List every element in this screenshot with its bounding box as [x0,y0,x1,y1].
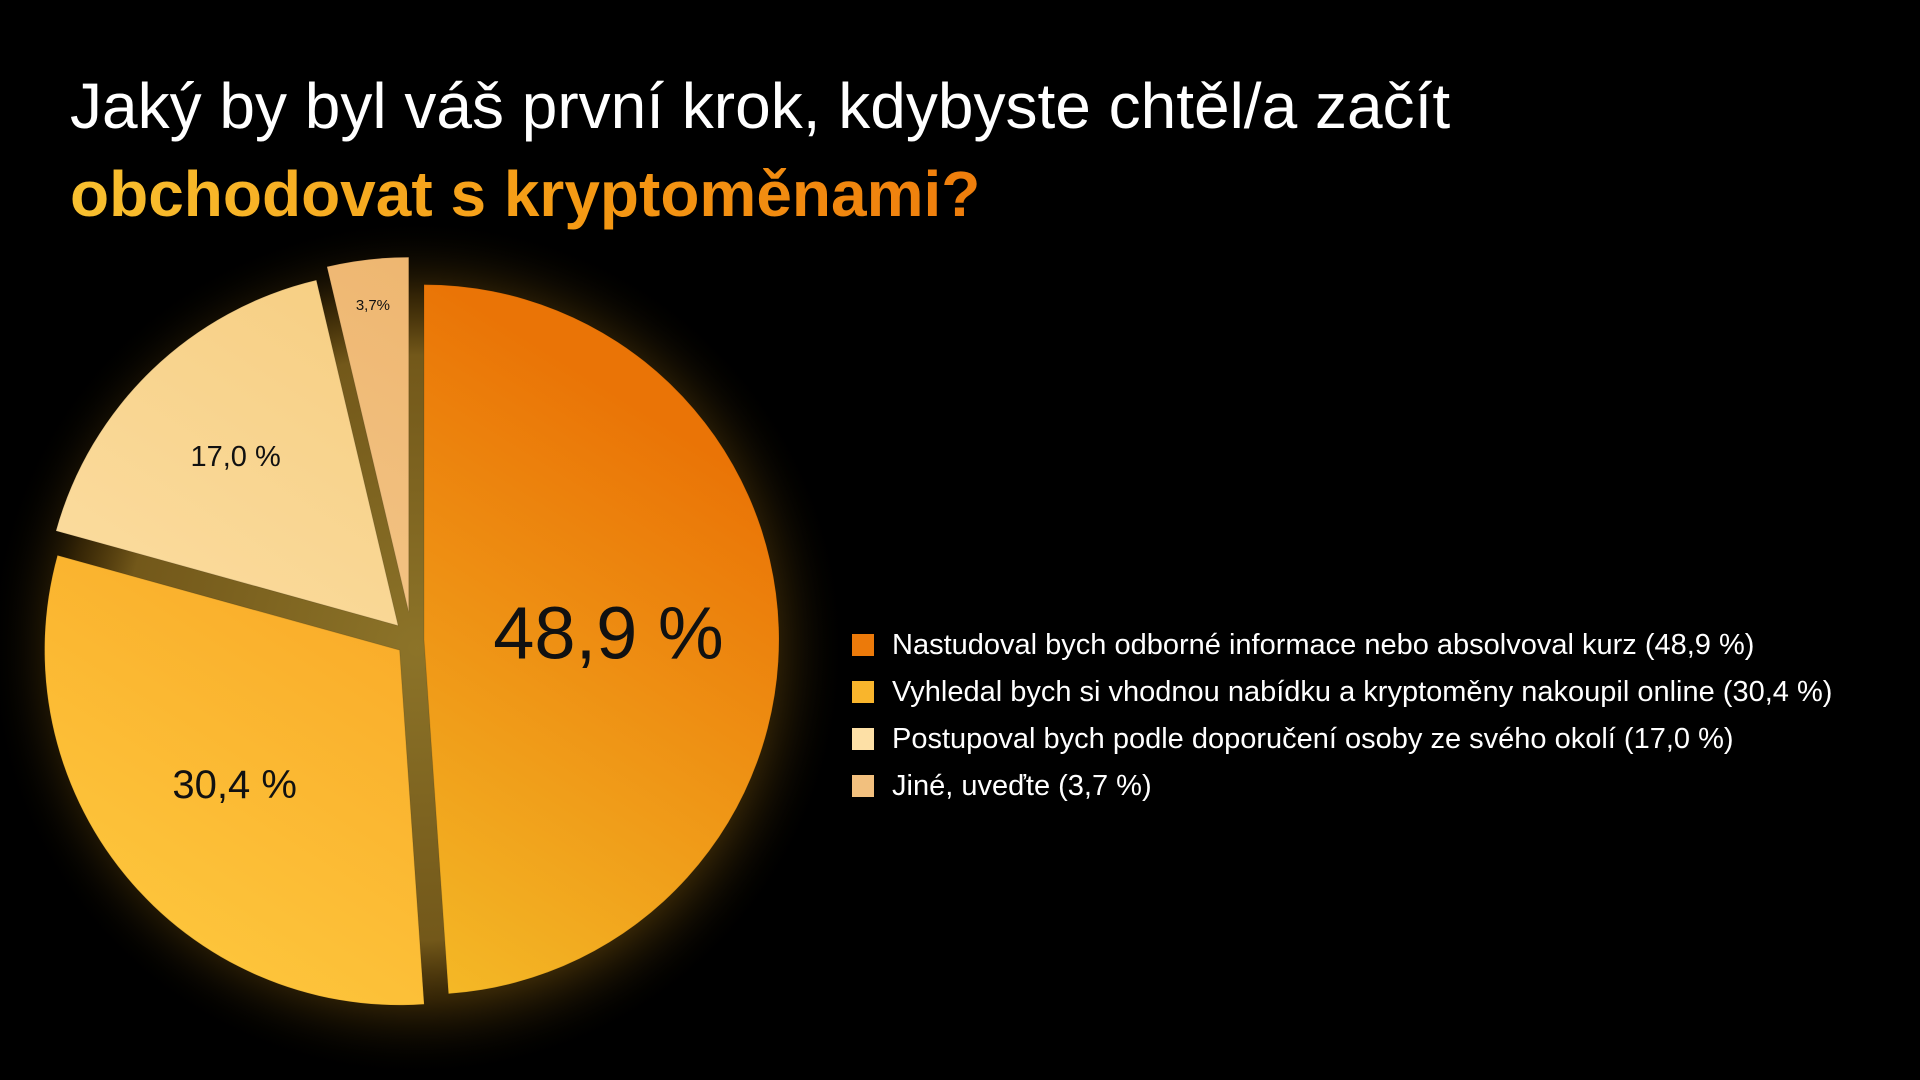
pie-slice [326,257,409,613]
legend-label: Vyhledal bych si vhodnou nabídku a krypt… [892,675,1833,708]
legend-swatch [852,775,874,797]
pie-slice [56,280,399,626]
pie-slice [423,284,779,994]
pie-slice-edge [44,554,425,1006]
slice-data-label: 17,0 % [190,441,280,473]
legend-item: Vyhledal bych si vhodnou nabídku a krypt… [852,675,1832,709]
slice-data-label: 3,7% [356,297,390,314]
chart-title: Jaký by byl váš první krok, kdybyste cht… [70,62,1850,238]
pie-slice-edge [55,279,399,627]
pie-slice [44,555,425,1006]
slice-data-label: 48,9 % [493,592,723,675]
legend-item: Postupoval bych podle doporučení osoby z… [852,722,1832,756]
legend-label: Jiné, uveďte (3,7 %) [892,769,1152,802]
title-line-2: obchodovat s kryptoměnami? [70,150,980,238]
legend-label: Nastudoval bych odborné informace nebo a… [892,628,1755,661]
legend-item: Nastudoval bych odborné informace nebo a… [852,628,1832,662]
pie-slice-edge [423,284,780,995]
legend-item: Jiné, uveďte (3,7 %) [852,769,1832,803]
title-line-1: Jaký by byl váš první krok, kdybyste cht… [70,70,1451,142]
chart-legend: Nastudoval bych odborné informace nebo a… [852,628,1832,816]
legend-label: Postupoval bych podle doporučení osoby z… [892,722,1734,755]
legend-swatch [852,634,874,656]
slice-data-label: 30,4 % [172,763,297,807]
legend-swatch [852,681,874,703]
legend-swatch [852,728,874,750]
pie-slice-edge [326,256,410,613]
